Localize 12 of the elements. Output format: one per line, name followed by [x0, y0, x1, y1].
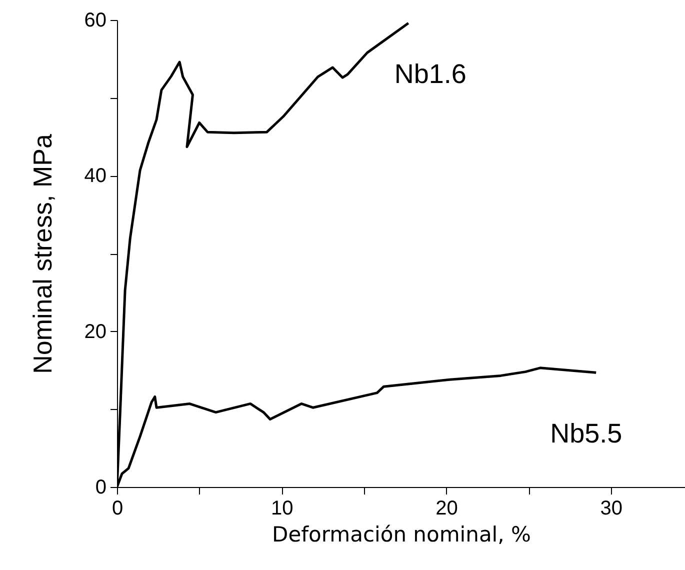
series-label: Nb5.5	[550, 418, 622, 449]
y-tick-label: 40	[84, 165, 106, 188]
y-tick-label: 0	[95, 476, 106, 498]
series-label: Nb1.6	[394, 59, 466, 90]
x-tick-label: 10	[271, 498, 294, 520]
y-tick-label: 20	[84, 320, 106, 343]
x-tick-label: 30	[600, 498, 623, 520]
y-axis-title: Nominal stress, MPa	[27, 134, 58, 374]
y-tick-label: 60	[84, 10, 106, 32]
x-tick-label: 20	[436, 498, 458, 520]
x-tick-label: 0	[112, 498, 124, 520]
x-axis-title: Deformación nominal, %	[272, 522, 531, 546]
